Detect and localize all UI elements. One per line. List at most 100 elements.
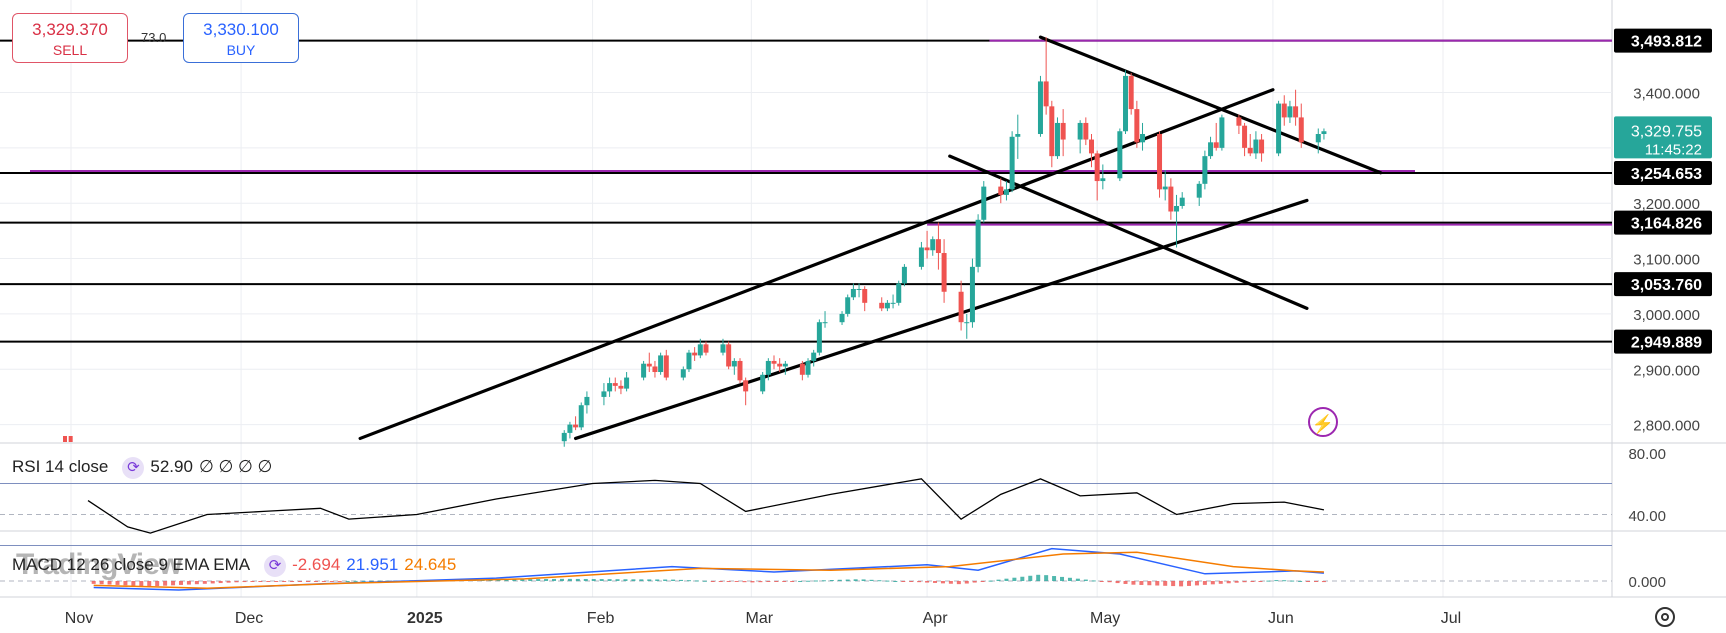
macd-histogram-bar — [496, 579, 501, 581]
candle-body — [1196, 183, 1202, 198]
level-price-text: 3,053.760 — [1631, 277, 1702, 294]
macd-histogram-bar — [1314, 581, 1319, 582]
candle-body — [737, 360, 743, 381]
cycle-icon[interactable]: ⟳ — [264, 555, 287, 577]
candle-body — [1293, 106, 1299, 118]
level-price-text: 3,493.812 — [1631, 34, 1702, 51]
settings-icon[interactable] — [1655, 607, 1675, 627]
macd-histogram-bar — [663, 579, 668, 581]
candle-body — [918, 247, 924, 267]
macd-histogram-bar — [877, 580, 882, 582]
macd-histogram-bar — [1234, 581, 1239, 583]
macd-histogram-bar — [750, 581, 755, 583]
macd-legend[interactable]: MACD 12 26 close 9 EMA EMA ⟳ -2.694 21.951 2… — [12, 555, 462, 577]
candle-body — [1037, 81, 1043, 135]
macd-histogram-bar — [107, 581, 112, 585]
time-tick-label: Jul — [1441, 610, 1461, 627]
macd-histogram-bar — [972, 581, 977, 583]
trendline — [573, 198, 1309, 441]
cycle-icon[interactable]: ⟳ — [122, 457, 145, 479]
candle-body — [1123, 75, 1129, 132]
macd-histogram-bar — [956, 581, 961, 585]
candle-body — [822, 322, 828, 324]
macd-histogram-bar — [1036, 574, 1041, 581]
countdown-text: 11:45:22 — [1645, 141, 1702, 158]
macd-histogram-bar — [599, 579, 604, 581]
candle-body — [641, 363, 647, 378]
macd-histogram-bar — [655, 579, 660, 581]
spread-value: 73.0 — [141, 30, 167, 45]
candle-body — [1276, 103, 1282, 154]
candle-body — [777, 363, 783, 367]
sell-button[interactable]: 3,329.370 SELL — [12, 13, 128, 63]
candle-body — [618, 385, 624, 389]
buy-price: 3,330.100 — [203, 20, 279, 39]
macd-histogram-bar — [1218, 581, 1223, 584]
candle-body — [607, 383, 613, 392]
macd-histogram-bar — [1306, 581, 1311, 582]
time-tick-label: May — [1090, 610, 1120, 627]
macd-histogram-bar — [1171, 581, 1176, 587]
candle-body — [1236, 117, 1242, 126]
macd-histogram-bar — [1147, 581, 1152, 586]
rsi-legend[interactable]: RSI 14 close ⟳ 52.90 ∅ ∅ ∅ ∅ — [12, 457, 278, 479]
candle-body — [1202, 156, 1208, 184]
candle-body — [782, 363, 788, 367]
candle-body — [839, 313, 845, 323]
macd-histogram-bar — [615, 579, 620, 581]
macd-histogram-bar — [194, 581, 199, 585]
rsi-axis-label: 40.00 — [1628, 508, 1666, 525]
macd-histogram-bar — [726, 581, 731, 582]
macd-histogram-bar — [671, 579, 676, 581]
macd-histogram-bar — [544, 579, 549, 581]
macd-histogram-bar — [305, 581, 310, 582]
candles — [63, 37, 1327, 447]
macd-histogram-bar — [694, 580, 699, 582]
level-price-box — [1614, 160, 1712, 185]
macd-histogram-bar — [155, 581, 160, 587]
candle-body — [975, 219, 981, 267]
macd-histogram-bar — [1242, 581, 1247, 583]
candle-body — [658, 355, 664, 373]
macd-histogram-bar — [1155, 581, 1160, 586]
macd-histogram-bar — [813, 580, 818, 582]
macd-histogram-bar — [274, 581, 279, 582]
time-tick-label: Jun — [1268, 610, 1294, 627]
macd-histogram-bar — [1107, 581, 1112, 583]
candle-body — [663, 355, 669, 378]
macd-histogram-bar — [266, 581, 271, 582]
macd-histogram-bar — [1028, 575, 1033, 581]
macd-histogram-bar — [1187, 581, 1192, 586]
candle-body — [998, 186, 1004, 195]
macd-histogram-bar — [679, 579, 684, 581]
macd-histogram-bar — [1210, 581, 1215, 585]
buy-label: BUY — [226, 42, 256, 58]
buy-button[interactable]: 3,330.100 BUY — [183, 13, 299, 63]
macd-histogram-bar — [901, 581, 906, 582]
macd-histogram-bar — [559, 578, 564, 581]
candle-body — [981, 186, 987, 220]
macd-signal-value: 24.645 — [404, 555, 457, 575]
macd-histogram-bar — [829, 580, 834, 582]
macd-histogram-bar — [552, 578, 557, 581]
macd-histogram-bar — [774, 581, 779, 582]
macd-histogram-bar — [202, 581, 207, 584]
plot-background — [0, 0, 1612, 633]
macd-histogram-bar — [139, 581, 144, 586]
macd-histogram-bar — [1004, 578, 1009, 581]
price-tick-label: 3,100.000 — [1633, 252, 1700, 269]
macd-histogram-bar — [377, 580, 382, 582]
candle-body — [935, 239, 941, 254]
candle-body — [890, 302, 896, 304]
price-tick-label: 3,000.000 — [1633, 307, 1700, 324]
candle-body — [1009, 136, 1015, 190]
lightning-icon[interactable]: ⚡ — [1308, 407, 1338, 437]
candle-body — [901, 266, 907, 284]
candle-body — [1247, 147, 1253, 154]
macd-histogram-bar — [1123, 581, 1128, 584]
macd-histogram-bar — [91, 581, 96, 584]
level-price-text: 2,949.889 — [1631, 335, 1702, 352]
level-price-label: 3,254.653 — [1614, 160, 1712, 185]
candle-body — [1242, 125, 1248, 148]
